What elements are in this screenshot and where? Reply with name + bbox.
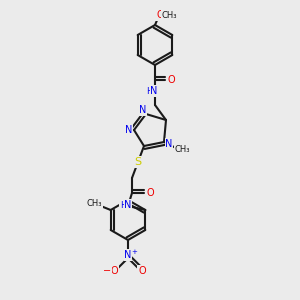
Text: CH₃: CH₃ (87, 200, 102, 208)
Text: N: N (150, 86, 158, 96)
Text: CH₃: CH₃ (174, 146, 190, 154)
Text: S: S (134, 157, 142, 167)
Text: O: O (156, 10, 164, 20)
Text: N: N (139, 105, 147, 115)
Text: N: N (124, 250, 132, 260)
Text: N: N (124, 200, 132, 210)
Text: H: H (120, 200, 126, 209)
Text: N: N (125, 125, 133, 135)
Text: O: O (138, 266, 146, 276)
Text: N: N (165, 139, 173, 149)
Text: CH₃: CH₃ (161, 11, 177, 20)
Text: O: O (146, 188, 154, 198)
Text: O: O (167, 75, 175, 85)
Text: O: O (110, 266, 118, 276)
Text: H: H (146, 86, 152, 95)
Text: −: − (103, 266, 111, 276)
Text: +: + (131, 249, 137, 255)
